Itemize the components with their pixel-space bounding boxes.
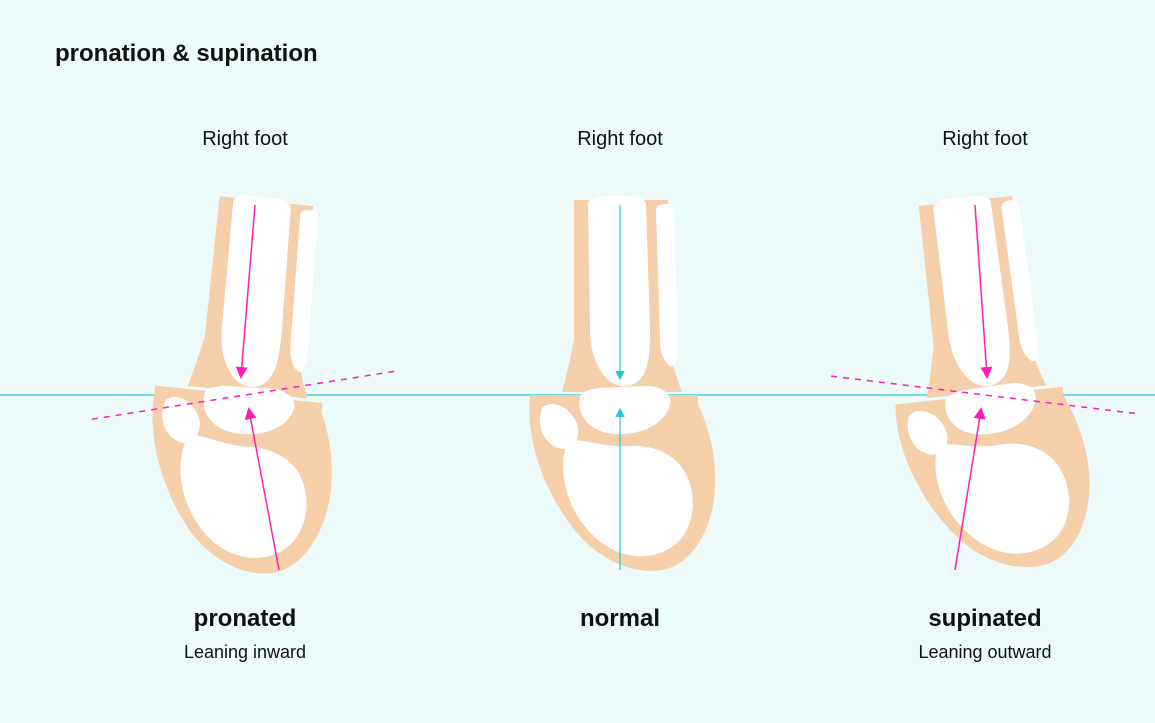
top-label-normal: Right foot — [470, 128, 770, 151]
panel-pronated: Right foot pronated Leaning inward — [95, 0, 395, 723]
panel-supinated: Right foot supinated Leaning outward — [835, 0, 1135, 723]
panel-normal: Right foot normal — [470, 0, 770, 723]
bottom-label-pronated: pronated — [95, 605, 395, 633]
top-label-pronated: Right foot — [95, 128, 395, 151]
top-label-supinated: Right foot — [835, 128, 1135, 151]
bottom-sub-supinated: Leaning outward — [835, 642, 1135, 663]
bottom-label-supinated: supinated — [835, 605, 1135, 633]
panels-container: Right foot pronated Leaning inward Right f… — [0, 0, 1155, 723]
bottom-label-normal: normal — [470, 605, 770, 633]
bottom-sub-pronated: Leaning inward — [95, 642, 395, 663]
